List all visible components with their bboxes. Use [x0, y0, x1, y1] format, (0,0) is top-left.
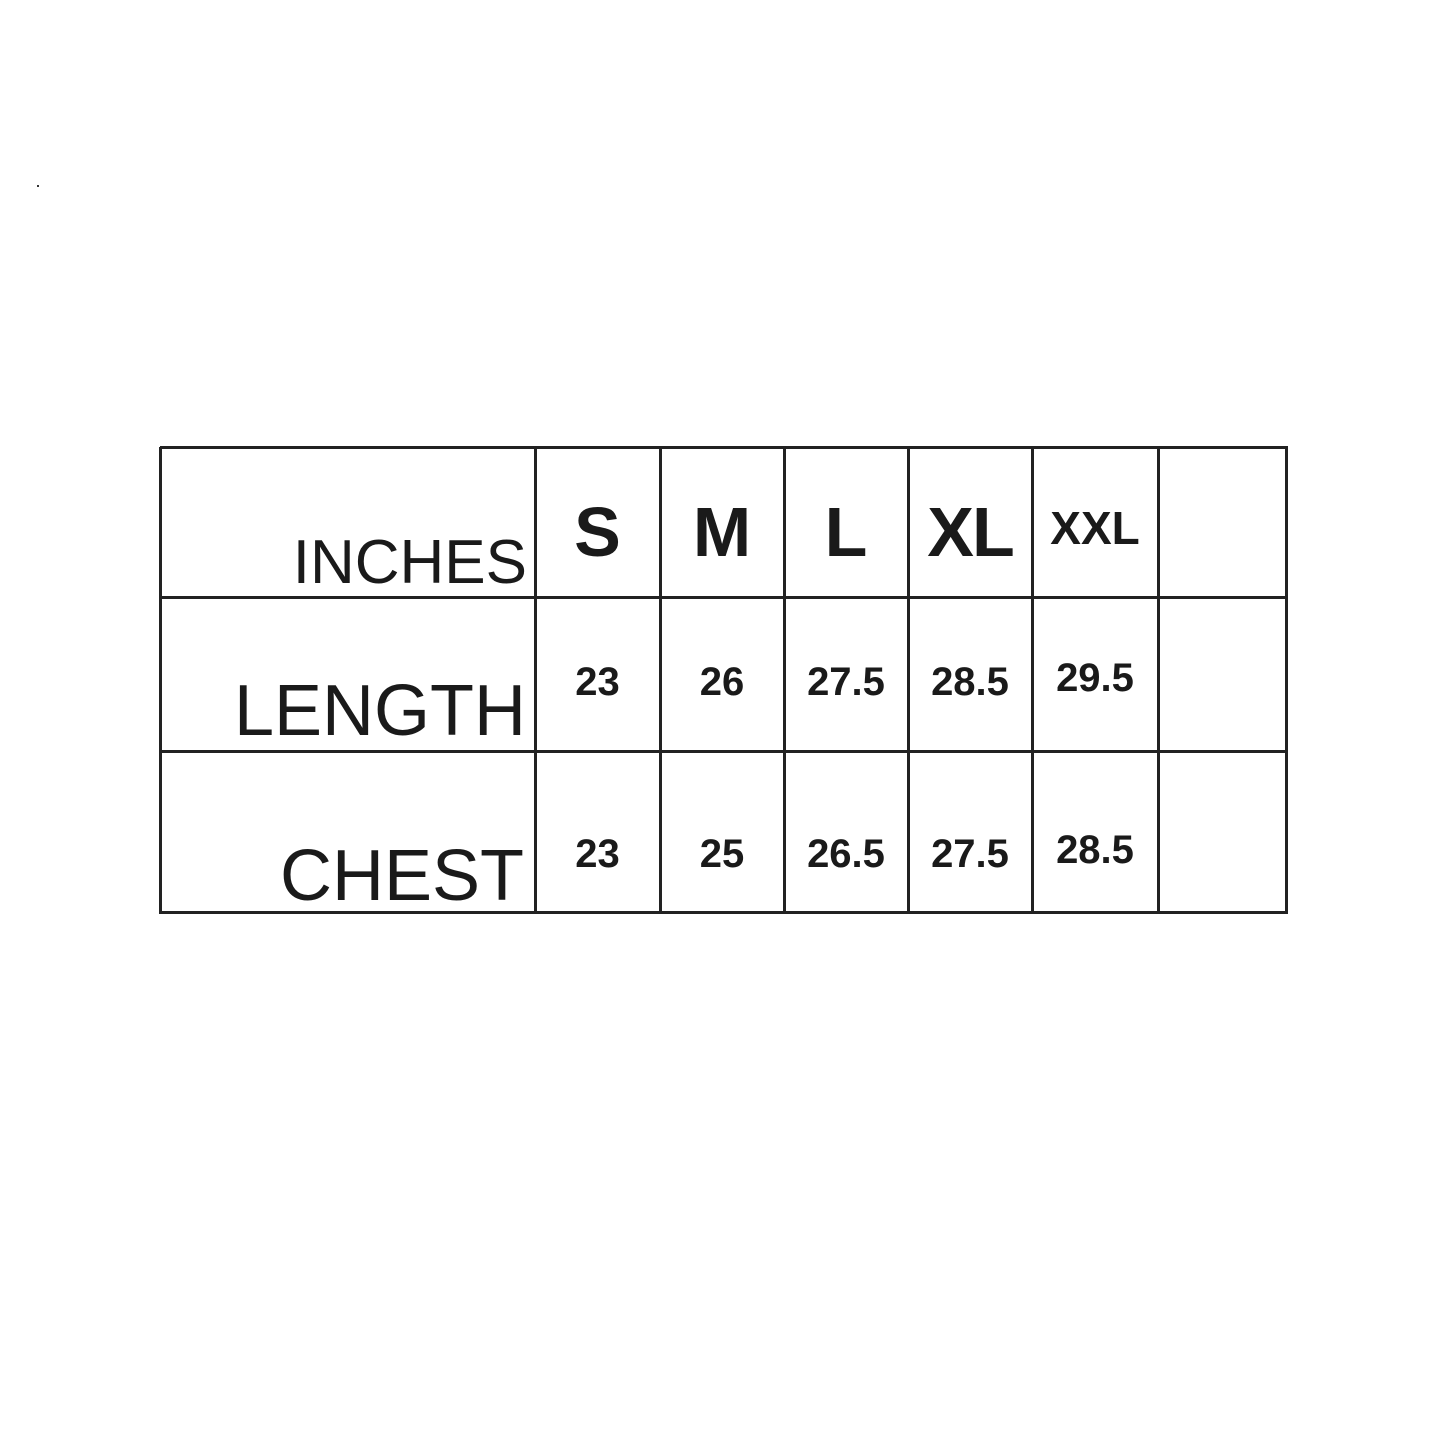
grid-vertical-line	[783, 447, 786, 914]
size-header: L	[824, 493, 868, 571]
grid-horizontal-line	[160, 911, 1288, 914]
stray-dot	[37, 185, 39, 187]
grid-vertical-line	[907, 447, 910, 914]
size-header: XXL	[1050, 502, 1140, 554]
row-label-length: LENGTH	[233, 671, 526, 751]
measurement-value: 26.5	[807, 832, 885, 876]
measurement-value: 26	[699, 660, 745, 704]
grid-vertical-line	[1285, 447, 1288, 914]
size-header: XL	[927, 493, 1014, 571]
measurement-value: 29.5	[1056, 656, 1134, 700]
measurement-value: 25	[699, 832, 745, 876]
grid-horizontal-line	[160, 750, 1288, 753]
corner-label: INCHES	[292, 528, 527, 597]
grid-vertical-line	[1031, 447, 1034, 914]
size-header: S	[574, 493, 621, 571]
grid-vertical-line	[1157, 447, 1160, 914]
row-label-chest: CHEST	[279, 836, 524, 916]
measurement-value: 28.5	[931, 660, 1009, 704]
grid-horizontal-line	[160, 446, 1288, 449]
measurement-value: 28.5	[1056, 828, 1134, 872]
grid-vertical-line	[534, 447, 537, 914]
grid-vertical-line	[659, 447, 662, 914]
grid-horizontal-line	[160, 596, 1288, 599]
grid-vertical-line	[159, 447, 162, 914]
measurement-value: 23	[575, 660, 620, 704]
measurement-value: 23	[575, 832, 620, 876]
size-header: M	[692, 493, 752, 571]
measurement-value: 27.5	[807, 660, 885, 704]
measurement-value: 27.5	[931, 832, 1009, 876]
